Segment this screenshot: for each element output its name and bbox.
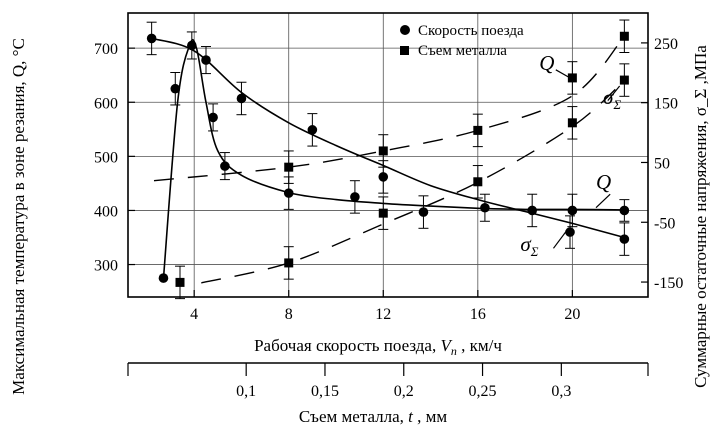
x-secondary-label-var: t	[408, 407, 414, 426]
annotation-leader	[555, 69, 571, 79]
curve-sigma-2	[201, 80, 625, 284]
data-point-speed	[350, 192, 360, 202]
annotation-sub: Σ	[530, 244, 539, 259]
data-point-speed	[480, 202, 490, 213]
x-secondary-tick-label: 0,25	[469, 383, 497, 400]
data-point-metal	[378, 146, 388, 156]
error-bars	[146, 19, 630, 300]
data-point-metal	[619, 31, 629, 41]
x-primary-tick-label: 12	[375, 306, 391, 323]
data-point-metal	[175, 277, 185, 287]
data-point-speed	[220, 161, 230, 171]
data-point-speed	[187, 40, 197, 51]
plot-frame	[127, 12, 649, 298]
data-point-speed	[527, 205, 537, 216]
x-primary-tick-label: 4	[190, 306, 198, 323]
annotation-var: σ	[520, 232, 532, 256]
annotation-leader	[552, 229, 569, 249]
data-point-metal	[284, 258, 294, 268]
label-q: Q	[596, 170, 611, 194]
curve-q-1	[162, 39, 625, 279]
x-secondary-tick-label: 0,15	[311, 383, 339, 400]
data-point-metal	[473, 177, 483, 187]
y-left-tick-label: 500	[94, 149, 118, 166]
annotation-leader	[595, 193, 611, 209]
x-primary-tick-label: 8	[285, 306, 293, 323]
y-left-tick-label: 600	[94, 95, 118, 112]
data-point-speed	[158, 273, 169, 283]
y-left-tick-label: 300	[94, 258, 118, 275]
data-point-speed	[378, 172, 389, 182]
annotation-var: Q	[539, 51, 554, 75]
label-sigma: σΣ	[603, 85, 621, 112]
x-secondary-tick-label: 0,1	[236, 383, 256, 400]
y-right-axis-label: Суммарные остаточные напряжения, σ_Σ ,МП…	[691, 45, 710, 388]
y-right-tick-label: 250	[654, 36, 678, 53]
label-q: Q	[539, 51, 554, 75]
data-point-speed	[307, 125, 318, 135]
y-left-tick-label: 700	[94, 41, 118, 58]
annotation-var: σ	[603, 85, 615, 109]
y-right-tick-label: 150	[654, 96, 678, 113]
data-point-speed	[283, 188, 294, 198]
x-secondary-tick-label: 0,2	[394, 383, 414, 400]
annotation-sub: Σ	[612, 97, 621, 112]
curve-sigma-3	[153, 35, 625, 182]
data-point-speed	[146, 33, 157, 44]
data-point-speed	[619, 205, 630, 216]
legend-label-metal: Съем металла	[418, 43, 507, 59]
x-primary-axis-label: Рабочая скорость поезда, Vп , км/ч	[254, 336, 502, 358]
x-axis-secondary: 0,1 0,15 0,2 0,25 0,3 Съем металла, t , мм	[127, 362, 649, 426]
data-point-metal	[619, 75, 629, 85]
data-point-metal	[378, 208, 388, 218]
data-point-speed	[236, 93, 247, 104]
data-point-metal	[473, 125, 483, 135]
data-point-speed	[418, 207, 429, 217]
x-primary-label-units: , км/ч	[457, 336, 502, 355]
legend-label-speed: Скорость поезда	[418, 23, 524, 39]
data-point-metal	[567, 118, 577, 128]
legend-marker-circle	[400, 25, 410, 35]
x-primary-label-sub: п	[451, 344, 457, 358]
annotation-leader	[607, 85, 621, 102]
x-secondary-label-units: , мм	[413, 407, 448, 426]
x-primary-tick-label: 16	[470, 306, 486, 323]
data-point-speed	[170, 83, 181, 94]
legend: Скорость поезда Съем металла	[400, 23, 524, 59]
x-primary-tick-label: 20	[564, 306, 580, 323]
y-right-tick-label: -150	[654, 275, 683, 292]
annotation-var: Q	[596, 170, 611, 194]
data-point-metal	[284, 162, 294, 172]
x-secondary-axis-label: Съем металла, t , мм	[299, 407, 448, 426]
x-axis-primary: 4 8 12 16 20 Рабочая скорость поезда, Vп , км…	[190, 290, 580, 358]
x-primary-label-var: V	[440, 336, 453, 355]
data-point-metal	[567, 73, 577, 83]
legend-marker-square	[400, 46, 409, 55]
plot-border	[127, 12, 649, 298]
y-left-tick-label: 400	[94, 203, 118, 220]
y-left-axis-label: Максимальная температура в зоне резания,…	[9, 38, 28, 395]
y-right-tick-label: -50	[654, 215, 675, 232]
data-point-speed	[201, 55, 211, 65]
data-point-speed	[619, 234, 630, 244]
x-secondary-label-text: Съем металла,	[299, 407, 408, 426]
y-axis-right: 250 150 50 -50 -150 Суммарные остаточные напр…	[641, 36, 710, 388]
data-point-speed	[567, 205, 578, 216]
y-right-tick-label: 50	[654, 155, 670, 172]
x-primary-label-text: Рабочая скорость поезда,	[254, 336, 440, 355]
data-point-speed	[208, 112, 218, 123]
data-point-speed	[565, 227, 575, 237]
y-axis-left: 300 400 500 600 700 Максимальная температура …	[9, 38, 135, 395]
label-sigma: σΣ	[520, 232, 538, 259]
data-markers	[146, 31, 630, 287]
x-secondary-tick-label: 0,3	[551, 383, 571, 400]
